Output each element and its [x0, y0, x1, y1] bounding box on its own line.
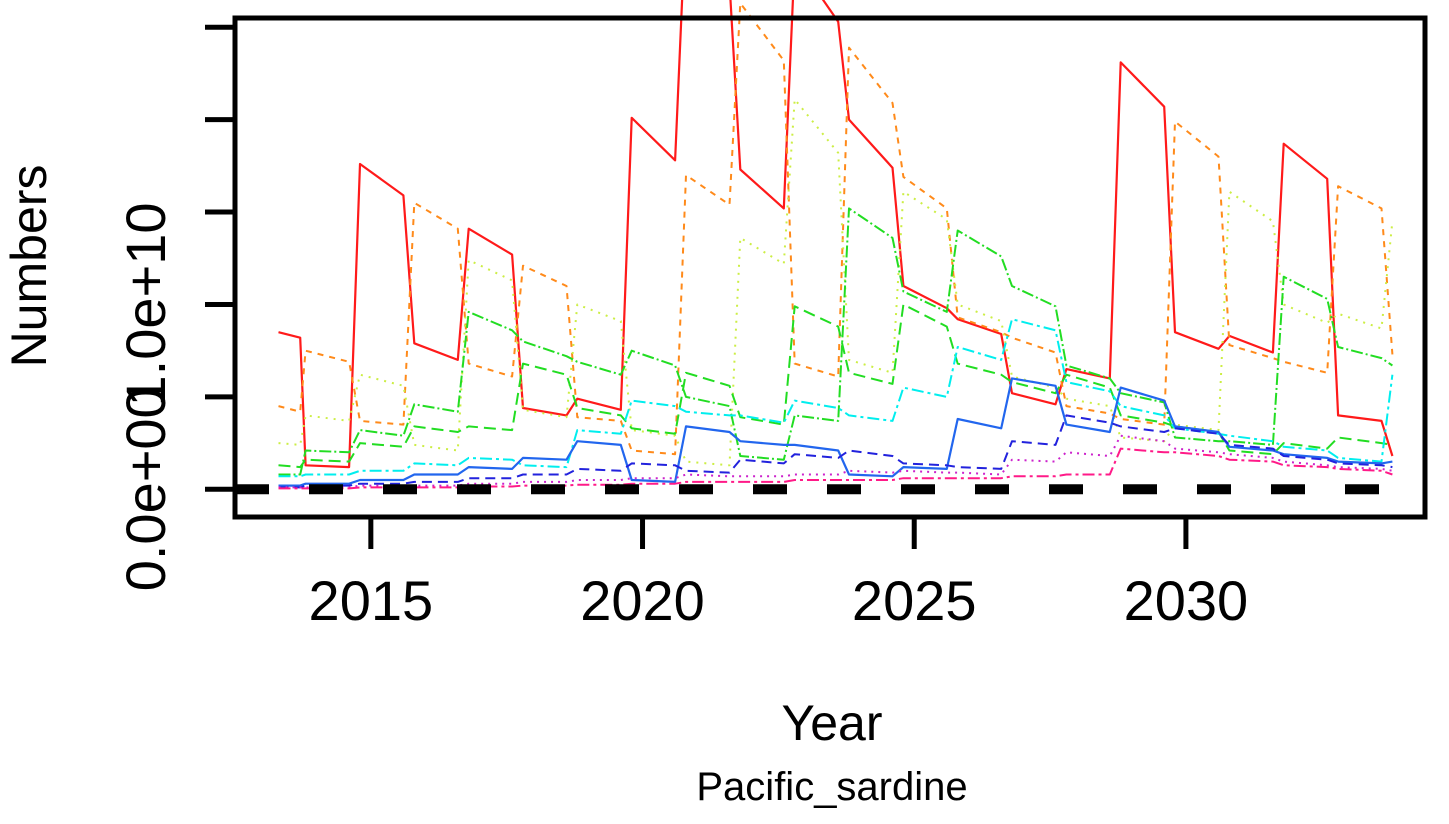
series-line-4 — [278, 207, 1393, 476]
series-line-7 — [278, 377, 1393, 487]
x-axis-title: Year — [781, 695, 882, 751]
plot-frame — [232, 15, 1428, 520]
series-line-9 — [278, 434, 1393, 489]
y-axis-title: Numbers — [1, 165, 57, 368]
x-tick-label: 2025 — [852, 569, 977, 632]
series-line-8 — [278, 414, 1393, 489]
series-line-6 — [278, 318, 1394, 478]
x-axis: 2015 2020 2025 2030 — [309, 517, 1249, 632]
chart-subtitle: Pacific_sardine — [696, 765, 967, 809]
y-tick-label: 0.0e+00 — [114, 387, 177, 591]
x-tick-label: 2020 — [580, 569, 705, 632]
series-line-3 — [278, 98, 1394, 467]
series-line-2 — [278, 2, 1394, 456]
series-layer — [278, 0, 1394, 490]
x-tick-label: 2015 — [309, 569, 434, 632]
y-axis: 0.0e+001.0e+10 — [114, 24, 238, 591]
y-tick-label: 1.0e+10 — [114, 203, 177, 407]
x-tick-label: 2030 — [1124, 569, 1249, 632]
series-line-1 — [278, 0, 1394, 469]
